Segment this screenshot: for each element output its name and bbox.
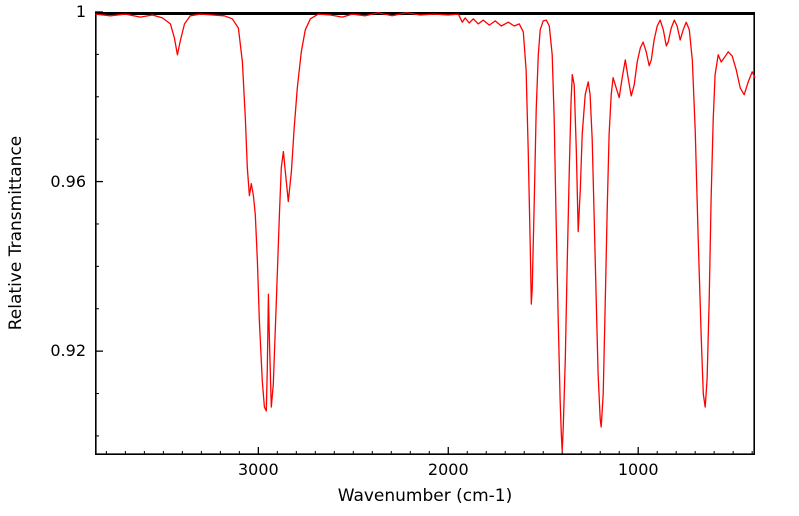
x-tick-label: 2000 — [427, 460, 469, 479]
y-tick-label: 0.96 — [50, 171, 86, 191]
spectrum-plot — [95, 11, 756, 456]
y-axis-title: Relative Transmittance — [6, 135, 26, 331]
spectrum-line — [95, 12, 756, 452]
x-tick-label: 1000 — [617, 460, 659, 479]
y-tick-label: 1 — [75, 2, 86, 21]
y-tick-label: 0.92 — [50, 341, 86, 361]
x-axis-title: Wavenumber (cm-1) — [337, 486, 513, 506]
x-tick-label: 3000 — [237, 460, 279, 479]
